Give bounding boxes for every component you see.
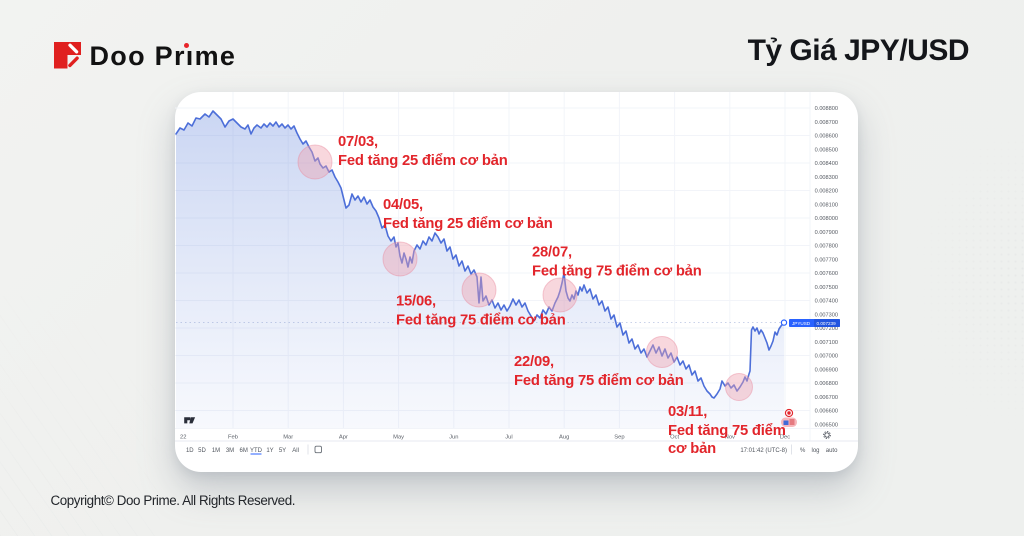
svg-text:22: 22 [180,435,186,441]
svg-text:0.006900: 0.006900 [815,367,838,373]
svg-text:28/07,: 28/07, [532,245,572,261]
svg-text:YTD: YTD [250,448,263,454]
svg-text:0.006800: 0.006800 [815,381,838,387]
svg-text:0.007239: 0.007239 [817,321,837,326]
svg-text:6M: 6M [240,448,248,454]
svg-text:0.008300: 0.008300 [815,175,838,181]
svg-text:Jul: Jul [505,435,512,441]
svg-text:15/06,: 15/06, [396,294,436,310]
svg-text:JPYUSD: JPYUSD [792,321,811,326]
svg-text:0.008100: 0.008100 [815,202,838,208]
svg-text:Oct: Oct [670,435,679,441]
svg-text:0.007000: 0.007000 [815,354,838,360]
svg-text:Sep: Sep [614,435,624,441]
svg-text:Fed tăng 75 điểm: Fed tăng 75 điểm [668,423,786,439]
svg-text:0.007900: 0.007900 [815,230,838,236]
svg-text:17:01:42 (UTC-8): 17:01:42 (UTC-8) [740,448,787,454]
svg-text:0.007800: 0.007800 [815,244,838,250]
svg-text:Aug: Aug [559,435,569,441]
svg-text:Fed tăng 75 điểm cơ bản: Fed tăng 75 điểm cơ bản [532,264,702,280]
svg-text:0.008800: 0.008800 [815,106,838,112]
svg-text:0.008500: 0.008500 [815,147,838,153]
svg-text:0.008700: 0.008700 [815,120,838,126]
svg-text:5D: 5D [198,448,206,454]
svg-text:Mar: Mar [283,435,293,441]
svg-text:1D: 1D [186,448,194,454]
svg-text:Fed tăng 75 điểm cơ bản: Fed tăng 75 điểm cơ bản [514,373,684,389]
svg-text:0.007200: 0.007200 [815,326,838,332]
svg-text:07/03,: 07/03, [338,134,378,150]
svg-text:0.008600: 0.008600 [815,134,838,140]
svg-text:0.008000: 0.008000 [815,216,838,222]
svg-text:0.006500: 0.006500 [815,422,838,428]
svg-text:04/05,: 04/05, [383,197,423,213]
svg-text:0.007700: 0.007700 [815,257,838,263]
svg-text:22/09,: 22/09, [514,354,554,370]
svg-text:1Y: 1Y [266,448,273,454]
svg-text:03/11,: 03/11, [668,404,707,420]
svg-text:cơ bản: cơ bản [668,441,716,457]
svg-text:0.008200: 0.008200 [815,189,838,195]
svg-text:Nov: Nov [725,435,735,441]
svg-text:log: log [811,448,819,454]
svg-text:0.007500: 0.007500 [815,285,838,291]
svg-text:Fed tăng 25 điểm cơ bản: Fed tăng 25 điểm cơ bản [383,216,553,232]
svg-text:Dec: Dec [780,435,790,441]
svg-text:0.006700: 0.006700 [815,395,838,401]
svg-text:1M: 1M [212,448,220,454]
svg-text:0.007600: 0.007600 [815,271,838,277]
svg-text:auto: auto [826,448,838,454]
svg-text:0.006600: 0.006600 [815,409,838,415]
svg-text:0.007400: 0.007400 [815,299,838,305]
svg-text:5Y: 5Y [279,448,286,454]
svg-text:Fed tăng 75 điểm cơ bản: Fed tăng 75 điểm cơ bản [396,313,566,329]
svg-text:%: % [800,448,806,454]
svg-text:May: May [393,435,404,441]
svg-text:Apr: Apr [339,435,348,441]
svg-text:0.007300: 0.007300 [815,312,838,318]
svg-text:0.007100: 0.007100 [815,340,838,346]
svg-text:3M: 3M [226,448,234,454]
svg-text:Jun: Jun [449,435,458,441]
svg-text:Fed tăng 25 điểm cơ bản: Fed tăng 25 điểm cơ bản [338,153,508,169]
svg-text:Feb: Feb [228,435,238,441]
svg-text:All: All [292,448,299,454]
svg-text:0.008400: 0.008400 [815,161,838,167]
